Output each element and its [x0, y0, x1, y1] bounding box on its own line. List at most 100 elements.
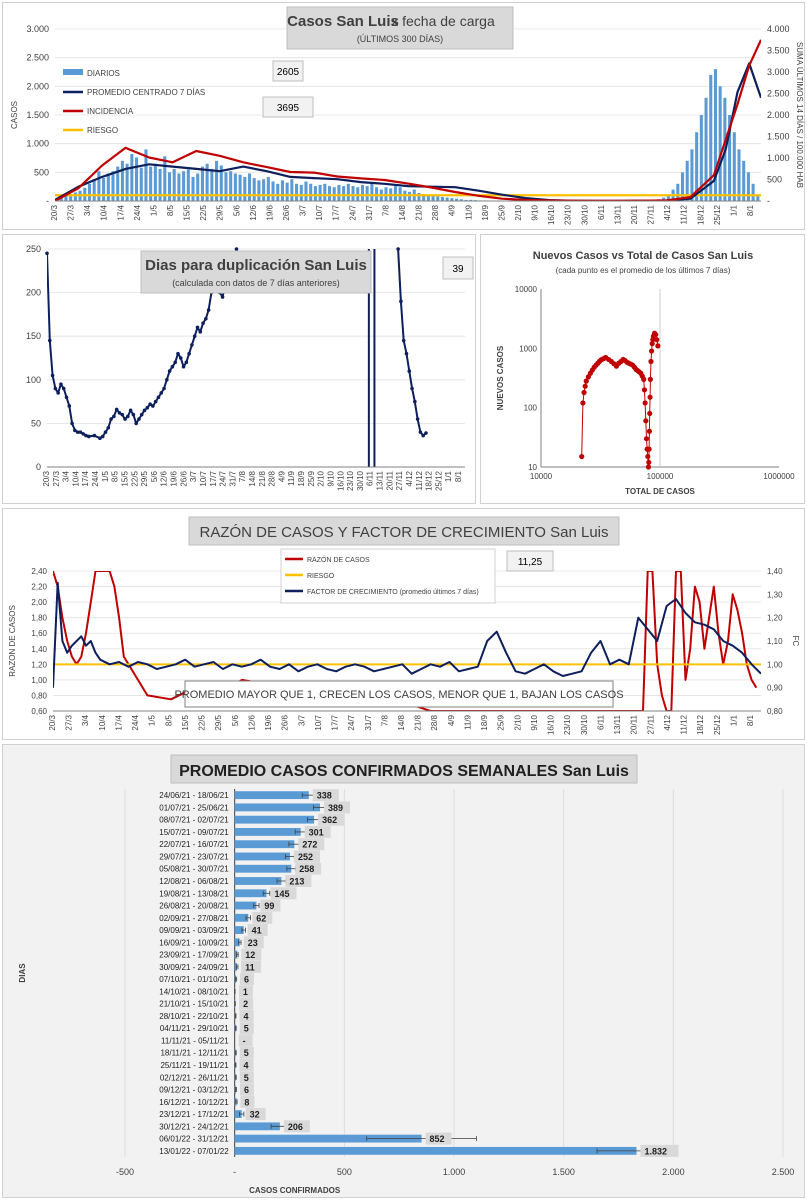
casos-bar: [445, 197, 449, 201]
casos-bar: [295, 183, 299, 201]
sem-xtick: 2.000: [662, 1167, 685, 1177]
dup-x-tick: 31/7: [228, 470, 237, 486]
nuevos-point: [646, 459, 652, 465]
sem-label-box: [238, 985, 253, 998]
sem-data-label: 11: [245, 962, 255, 972]
dup-point: [145, 405, 150, 410]
sem-data-label: 852: [430, 1134, 445, 1144]
razon-note-box: [184, 680, 614, 708]
nuevos-ytick: 10: [528, 463, 537, 472]
sem-bar: [234, 877, 282, 885]
casos-x-tick: 7/8: [381, 204, 390, 216]
dup-point: [234, 247, 239, 251]
razon-x-tick: 10/4: [98, 714, 107, 730]
casos-bar: [120, 160, 124, 201]
sem-label-box: [323, 801, 350, 814]
dup-point: [117, 411, 122, 415]
casos-y2tick: 1.000: [767, 153, 790, 163]
dup-x-tick: 26/6: [179, 470, 188, 486]
dup-point: [123, 417, 127, 421]
sem-label-box: [240, 1095, 255, 1108]
dup-x-tick: 27/3: [52, 470, 61, 486]
casos-x-tick: 13/11: [613, 204, 622, 224]
razon-x-tick: 23/10: [563, 714, 572, 735]
razon-ytick: 0,60: [31, 707, 47, 716]
sem-bar: [234, 828, 301, 836]
sem-category: 22/07/21 - 16/07/21: [159, 840, 229, 849]
casos-ytick: 2.000: [26, 81, 49, 91]
casos-x-tick: 20/11: [630, 204, 639, 224]
razon-x-tick: 30/10: [580, 714, 589, 735]
nuevos-ylabel: NUEVOS CASOS: [496, 345, 505, 410]
sem-label-box: [252, 911, 273, 924]
dup-point: [151, 404, 155, 408]
casos-x-tick: 21/8: [415, 204, 424, 220]
dup-point: [67, 404, 72, 408]
casos-bar: [408, 191, 412, 201]
casos-bar: [233, 173, 237, 201]
sem-data-label: -: [243, 1036, 246, 1046]
dup-ytick: 100: [26, 375, 41, 385]
casos-x-tick: 11/12: [680, 204, 689, 224]
dup-x-tick: 18/12: [425, 470, 434, 491]
casos-bar: [111, 171, 115, 201]
nuevos-point: [653, 332, 659, 338]
dup-point: [192, 334, 197, 338]
casos-bar: [229, 171, 233, 201]
casos-x-tick: 22/5: [199, 204, 208, 220]
casos-bar: [709, 74, 713, 201]
dup-x-tick: 13/11: [376, 470, 385, 490]
casos-x-tick: 1/1: [729, 204, 738, 216]
sem-xtick: 1.500: [552, 1167, 575, 1177]
dup-line-late: [397, 249, 427, 437]
nuevos-subtitle: (cada punto es el promedio de los último…: [556, 266, 731, 275]
dup-point: [153, 399, 158, 404]
dup-x-tick: 4/12: [405, 470, 414, 486]
casos-bar: [276, 183, 280, 201]
nuevos-point: [645, 464, 652, 470]
casos-x-tick: 9/10: [531, 204, 540, 220]
dup-point: [399, 299, 403, 304]
sem-category: 13/01/22 - 07/01/22: [159, 1147, 229, 1156]
casos-y2tick: 500: [767, 175, 782, 185]
sem-label-box: [318, 813, 345, 826]
casos-x-tick: 6/11: [597, 204, 606, 220]
casos-bar: [130, 153, 134, 201]
casos-x-tick: 5/6: [232, 204, 241, 216]
sem-ylabel: DIAS: [18, 963, 27, 983]
casos-x-tick: 25/9: [497, 204, 506, 220]
dup-x-tick: 27/11: [395, 470, 404, 490]
casos-bar: [215, 160, 219, 201]
dup-point: [396, 247, 400, 251]
razon-x-tick: 14/8: [397, 714, 406, 730]
razon-x-tick: 3/7: [297, 714, 306, 726]
sem-label-box: [285, 875, 312, 887]
casos-bar: [718, 86, 722, 201]
sem-bar: [234, 852, 290, 861]
casos-x-tick: 2/10: [514, 204, 523, 220]
razon-ytick: 1,40: [31, 645, 47, 654]
razon-x-tick: 11/9: [463, 714, 472, 730]
casos-bar: [360, 184, 364, 201]
sem-data-label: 5: [244, 1048, 249, 1058]
casos-y2tick: -: [767, 196, 770, 206]
sem-xlabel: CASOS CONFIRMADOS: [249, 1186, 341, 1195]
casos-bar: [224, 172, 228, 201]
dup-point: [201, 321, 205, 325]
casos-bar: [666, 195, 670, 201]
sem-data-label: 5: [244, 1024, 249, 1034]
sem-label-box: [239, 1059, 254, 1071]
dup-x-tick: 1/1: [444, 470, 453, 482]
dup-point: [204, 316, 208, 321]
razon-x-tick: 7/8: [380, 714, 389, 726]
casos-bar: [455, 198, 459, 201]
sem-label-box: [270, 887, 297, 900]
razon-chart: 0,60 0,80 1,00 1,20 1,40 1,60 1,80 2,00 2,20 2,40…: [8, 516, 800, 735]
casos-bar: [662, 197, 666, 201]
dup-point: [184, 360, 189, 365]
sem-data-label: 258: [299, 864, 314, 874]
dup-x-tick: 8/5: [111, 470, 120, 482]
razon-x-tick: 12/6: [247, 714, 256, 730]
razon-x-tick: 25/12: [713, 714, 722, 735]
sem-bar: [234, 938, 240, 947]
